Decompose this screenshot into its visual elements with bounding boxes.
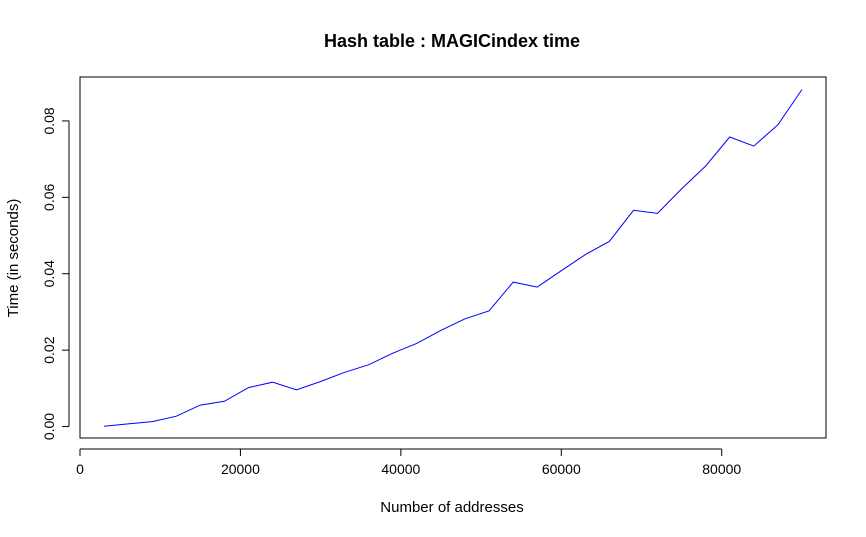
series-line bbox=[104, 89, 803, 427]
plot-frame bbox=[79, 76, 827, 439]
x-tick-label: 80000 bbox=[702, 461, 741, 477]
y-tick-label: 0.02 bbox=[41, 336, 57, 363]
y-tick-label: 0.00 bbox=[41, 413, 57, 440]
y-axis-label: Time (in seconds) bbox=[5, 199, 22, 318]
plot-layer: 0 20000 40000 60000 80000 0.00 0.02 0.04 0.06 0.0… bbox=[41, 89, 803, 477]
y-tick-label: 0.04 bbox=[41, 260, 57, 287]
x-tick-label: 60000 bbox=[542, 461, 581, 477]
y-tick-label: 0.08 bbox=[41, 107, 57, 134]
x-tick-label: 0 bbox=[76, 461, 84, 477]
x-tick-label: 20000 bbox=[221, 461, 260, 477]
x-tick-label: 40000 bbox=[381, 461, 420, 477]
x-axis-label: Number of addresses bbox=[380, 499, 523, 516]
y-tick-label: 0.06 bbox=[41, 183, 57, 210]
chart-title: Hash table : MAGICindex time bbox=[324, 31, 580, 51]
